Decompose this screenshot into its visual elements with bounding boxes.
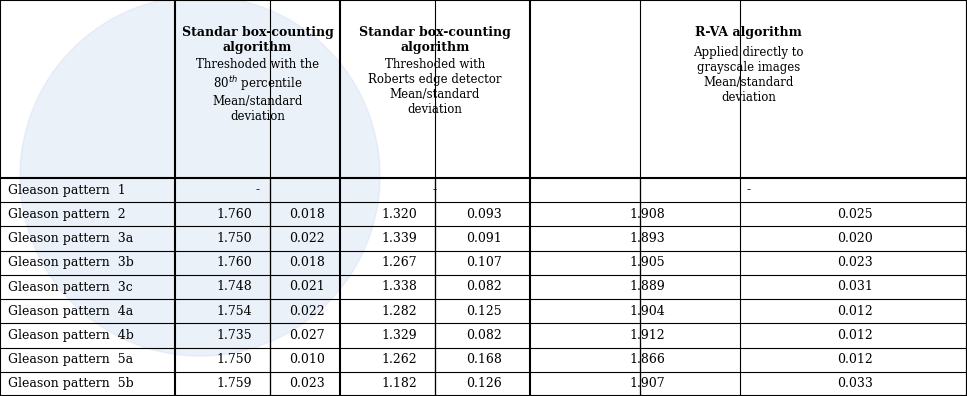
Text: 0.027: 0.027 [289,329,325,342]
Text: 1.760: 1.760 [217,256,252,269]
Text: 1.759: 1.759 [217,377,252,390]
Text: 0.107: 0.107 [466,256,502,269]
Text: 0.023: 0.023 [837,256,873,269]
Text: 1.320: 1.320 [381,208,417,221]
Text: 1.282: 1.282 [381,305,417,318]
Text: Gleason pattern  3a: Gleason pattern 3a [8,232,133,245]
Text: 0.023: 0.023 [289,377,325,390]
Text: 1.866: 1.866 [630,353,665,366]
Text: R-VA algorithm: R-VA algorithm [695,26,802,39]
Text: 1.750: 1.750 [217,232,252,245]
Text: 0.033: 0.033 [837,377,873,390]
Text: Gleason pattern  3c: Gleason pattern 3c [8,280,132,293]
Text: 1.904: 1.904 [630,305,665,318]
Text: Gleason pattern  1: Gleason pattern 1 [8,184,126,196]
Text: 0.082: 0.082 [466,329,502,342]
Text: 1.329: 1.329 [381,329,417,342]
Text: Gleason pattern  4a: Gleason pattern 4a [8,305,133,318]
Text: 0.031: 0.031 [837,280,873,293]
Text: Gleason pattern  5b: Gleason pattern 5b [8,377,133,390]
Text: 1.339: 1.339 [381,232,417,245]
Text: Standar box-counting
algorithm: Standar box-counting algorithm [359,26,511,54]
Circle shape [20,0,380,356]
Text: 0.093: 0.093 [466,208,502,221]
Text: 0.022: 0.022 [289,232,325,245]
Text: 1.908: 1.908 [630,208,665,221]
Text: 1.750: 1.750 [217,353,252,366]
Text: 0.021: 0.021 [289,280,325,293]
Text: 0.125: 0.125 [466,305,502,318]
Text: 0.025: 0.025 [837,208,873,221]
Text: Gleason pattern  5a: Gleason pattern 5a [8,353,133,366]
Text: 1.748: 1.748 [217,280,252,293]
Text: 0.010: 0.010 [289,353,325,366]
Text: 1.267: 1.267 [381,256,417,269]
Text: 0.126: 0.126 [466,377,502,390]
Text: Applied directly to
grayscale images
Mean/standard
deviation: Applied directly to grayscale images Mea… [693,46,804,104]
Text: 0.018: 0.018 [289,208,325,221]
Text: 1.905: 1.905 [630,256,665,269]
Text: -: - [433,184,437,196]
Text: Gleason pattern  2: Gleason pattern 2 [8,208,126,221]
Text: 1.182: 1.182 [381,377,417,390]
Text: 0.018: 0.018 [289,256,325,269]
Text: 0.012: 0.012 [837,353,873,366]
Text: Standar box-counting
algorithm: Standar box-counting algorithm [182,26,334,54]
Text: 1.907: 1.907 [630,377,665,390]
Text: Threshoded with
Roberts edge detector
Mean/standard
deviation: Threshoded with Roberts edge detector Me… [368,58,502,116]
Text: -: - [255,184,259,196]
Text: 0.012: 0.012 [837,305,873,318]
Text: 1.912: 1.912 [630,329,665,342]
Text: Gleason pattern  4b: Gleason pattern 4b [8,329,133,342]
Text: 1.754: 1.754 [217,305,252,318]
Text: 1.338: 1.338 [381,280,417,293]
Text: -: - [747,184,750,196]
Text: 0.022: 0.022 [289,305,325,318]
Text: 1.760: 1.760 [217,208,252,221]
Text: Threshoded with the
80$^{th}$ percentile
Mean/standard
deviation: Threshoded with the 80$^{th}$ percentile… [196,58,319,123]
Text: 1.735: 1.735 [217,329,252,342]
Text: 0.091: 0.091 [466,232,502,245]
Text: 1.262: 1.262 [381,353,417,366]
Text: 0.168: 0.168 [466,353,502,366]
Text: Gleason pattern  3b: Gleason pattern 3b [8,256,133,269]
Text: 1.889: 1.889 [630,280,665,293]
Text: 1.893: 1.893 [630,232,665,245]
Text: 0.082: 0.082 [466,280,502,293]
Text: 0.020: 0.020 [837,232,873,245]
Text: 0.012: 0.012 [837,329,873,342]
